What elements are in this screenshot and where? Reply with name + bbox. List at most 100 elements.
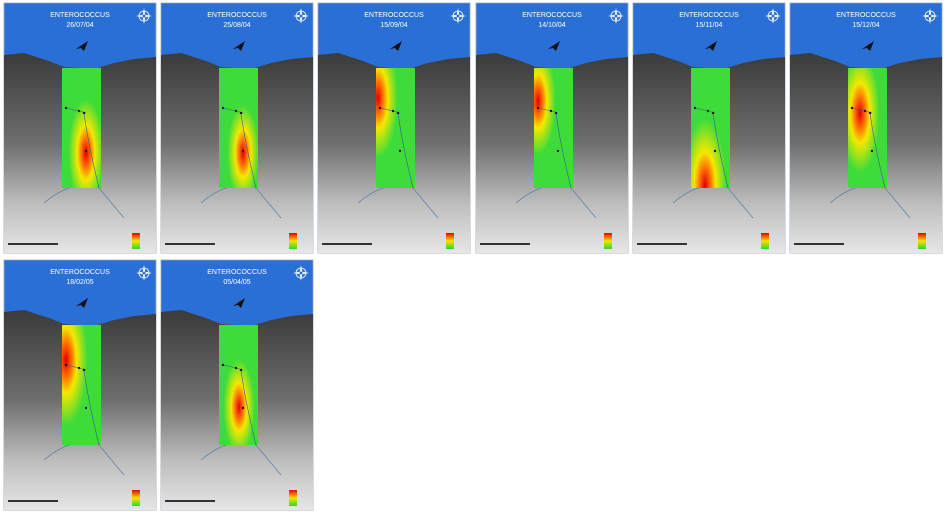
compass-star [608,8,624,24]
map-panel: ENTEROCOCCUS 15/12/04 [789,2,943,254]
station [850,106,854,110]
north-arrow [390,41,402,51]
station [241,149,245,153]
station [556,149,560,153]
north-arrow [233,298,245,308]
heatmap [534,68,573,188]
legend-bar [132,490,140,506]
panel-title: ENTEROCOCCUS [207,269,267,276]
station [398,149,402,153]
station [706,109,710,113]
panel-date: 05/04/05 [223,279,250,286]
north-arrow [233,41,245,51]
heatmap [219,68,258,188]
panel-date: 14/10/04 [538,22,565,29]
map-panel: ENTEROCOCCUS 15/09/04 [317,2,471,254]
legend-bar [918,233,926,249]
panel-date: 18/02/05 [66,279,93,286]
station [82,368,86,372]
panel-title: ENTEROCOCCUS [207,12,267,19]
station [234,109,238,113]
map-panel: ENTEROCOCCUS 26/07/04 [3,2,157,254]
station [241,406,245,410]
station [239,111,243,115]
panel-title: ENTEROCOCCUS [364,12,424,19]
station [693,106,697,110]
compass [136,265,152,281]
heatmap [691,68,730,188]
station [234,366,238,370]
station [84,406,88,410]
station [391,109,395,113]
station [84,149,88,153]
station [713,149,717,153]
legend-bar [761,233,769,249]
compass-star [136,8,152,24]
compass [450,8,466,24]
panel-date: 15/12/04 [852,22,879,29]
station [239,368,243,372]
scale-bar [165,500,215,502]
compass [293,265,309,281]
legend-bar [289,490,297,506]
compass-star [136,265,152,281]
compass [922,8,938,24]
north-arrow [76,298,88,308]
station [378,106,382,110]
map-panel: ENTEROCOCCUS 14/10/04 [475,2,629,254]
heatmap [62,325,101,445]
compass-star [450,8,466,24]
scale-bar [480,243,530,245]
station [396,111,400,115]
map-panel: ENTEROCOCCUS 05/04/05 [160,259,314,511]
map-panel: ENTEROCOCCUS 15/11/04 [632,2,786,254]
legend-bar [289,233,297,249]
scale-bar [8,243,58,245]
panel-title: ENTEROCOCCUS [836,12,896,19]
station [64,363,68,367]
panel-title: ENTEROCOCCUS [679,12,739,19]
compass [293,8,309,24]
compass-star [293,265,309,281]
station [863,109,867,113]
north-arrow [76,41,88,51]
station [77,366,81,370]
station [868,111,872,115]
station [221,106,225,110]
station [536,106,540,110]
heatmap [376,68,415,188]
map-panel: ENTEROCOCCUS 25/08/04 [160,2,314,254]
north-arrow [705,41,717,51]
panel-date: 15/09/04 [380,22,407,29]
heatmap [62,68,101,188]
heatmap [219,325,258,445]
compass-star [765,8,781,24]
legend-bar [132,233,140,249]
station [870,149,874,153]
heatmap [848,68,887,188]
station [77,109,81,113]
panel-date: 26/07/04 [66,22,93,29]
station [549,109,553,113]
panel-title: ENTEROCOCCUS [522,12,582,19]
scale-bar [8,500,58,502]
north-arrow [862,41,874,51]
compass [765,8,781,24]
station [221,363,225,367]
scale-bar [794,243,844,245]
legend-bar [604,233,612,249]
legend-bar [446,233,454,249]
scale-bar [165,243,215,245]
compass-star [922,8,938,24]
map-panel: ENTEROCOCCUS 18/02/05 [3,259,157,511]
north-arrow [548,41,560,51]
compass-star [293,8,309,24]
compass [608,8,624,24]
station [82,111,86,115]
panel-date: 15/11/04 [696,22,723,29]
panel-title: ENTEROCOCCUS [50,269,110,276]
scale-bar [322,243,372,245]
station [554,111,558,115]
panel-title: ENTEROCOCCUS [50,12,110,19]
